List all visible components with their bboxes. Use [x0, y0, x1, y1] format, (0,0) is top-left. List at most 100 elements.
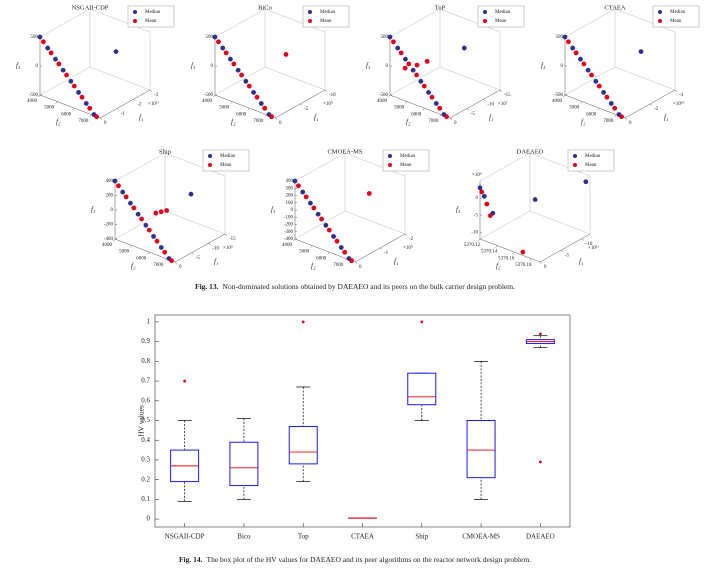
data-point	[426, 89, 431, 95]
y-tick-label: 0.4	[141, 436, 150, 444]
data-point	[601, 89, 606, 95]
x-tick-label: -2	[409, 237, 414, 242]
data-point	[223, 50, 229, 56]
plot-title: BiCo	[258, 4, 272, 11]
data-point	[53, 56, 58, 62]
x-tick-label: -5	[471, 112, 476, 117]
data-point	[283, 52, 289, 57]
data-point	[323, 222, 329, 228]
legend-label: Mean	[670, 19, 682, 24]
tick-mark	[499, 89, 503, 92]
y-tick-label: 4000	[282, 243, 293, 248]
z-tick-label: -10	[471, 230, 478, 235]
data-point	[349, 258, 354, 264]
x-tick-label: 0	[454, 121, 457, 126]
box-edge	[264, 66, 326, 91]
tick-mark	[299, 103, 303, 106]
caption-text: Non-dominated solutions obtained by DAEA…	[223, 282, 516, 291]
x-tick-label: -5	[304, 107, 309, 112]
tick-mark	[149, 89, 153, 92]
outlier	[420, 320, 424, 324]
data-point	[87, 105, 93, 111]
data-point	[387, 34, 393, 40]
data-point	[243, 78, 249, 84]
data-point	[258, 101, 264, 106]
tick-mark	[208, 243, 211, 246]
box-edge	[449, 89, 501, 119]
data-point	[254, 94, 260, 100]
tick-mark	[293, 238, 296, 242]
x-tick-label: 0	[359, 265, 362, 270]
box-edge	[294, 210, 346, 240]
axis-label: f₁	[664, 114, 668, 122]
axis-label: f₁	[139, 114, 143, 122]
data-point	[461, 45, 467, 51]
z-tick-label: -400	[284, 237, 294, 242]
tick-mark	[560, 250, 563, 253]
tick-mark	[55, 101, 58, 104]
outlier	[538, 332, 542, 336]
data-point	[45, 45, 51, 51]
data-point	[342, 249, 348, 255]
tick-mark	[388, 94, 391, 98]
data-point	[158, 245, 164, 250]
data-point	[71, 83, 77, 89]
x-tick-label: Top	[298, 533, 309, 541]
data-point	[41, 39, 46, 45]
z-tick-label: 0	[386, 64, 389, 69]
z-tick-label: 0	[476, 196, 479, 201]
box-edge	[89, 66, 151, 91]
data-point	[391, 39, 396, 45]
y-tick-label: 0.3	[141, 456, 150, 464]
data-point	[395, 45, 401, 51]
axis-label: f₃	[456, 206, 461, 214]
z-tick-label: 400	[286, 179, 294, 184]
box-edge	[479, 152, 531, 182]
data-point	[56, 61, 62, 67]
data-point	[251, 89, 256, 95]
tick-mark	[624, 117, 628, 120]
axis-exponent: ×10¹⁰	[673, 101, 684, 107]
data-point	[484, 201, 490, 207]
axis-label: f₃	[191, 62, 196, 70]
data-point	[246, 83, 252, 89]
data-point	[421, 83, 427, 89]
tick-mark	[327, 251, 330, 255]
legend	[202, 149, 250, 172]
box-edge	[389, 8, 441, 38]
data-point	[570, 45, 576, 51]
z-tick-label: 0	[291, 208, 294, 213]
x-tick-label: NSGAII-CDP	[165, 533, 205, 541]
y-tick-label: 5370.14	[481, 250, 498, 255]
box	[407, 372, 437, 406]
axis-label: f₁	[214, 258, 218, 266]
axis-label: f₃	[366, 62, 371, 70]
data-point	[604, 94, 610, 100]
data-point	[410, 67, 416, 73]
y-tick-label: 5370.18	[515, 263, 532, 268]
legend-marker	[133, 10, 137, 14]
caption-text: The box plot of the HV values for DAEAEO…	[206, 555, 531, 564]
legend-label: Median	[220, 154, 236, 159]
caption-label: Fig. 13.	[195, 282, 219, 291]
legend-marker	[133, 19, 137, 23]
legend-label: Median	[670, 10, 686, 15]
data-point	[113, 49, 119, 54]
y-tick-label: 7000	[333, 263, 344, 268]
tick-mark	[512, 251, 515, 255]
data-point	[402, 65, 408, 71]
data-point	[398, 50, 404, 56]
data-point	[139, 216, 144, 222]
y-axis-label: HV values	[137, 405, 146, 437]
tick-mark	[674, 89, 678, 92]
data-point	[131, 205, 137, 211]
x-tick-label: 0	[279, 121, 282, 126]
data-point	[444, 114, 449, 120]
data-point	[48, 50, 54, 56]
data-point	[487, 213, 493, 219]
axis-exponent: ×10¹¹	[148, 101, 159, 107]
box	[229, 441, 259, 487]
box-edge	[529, 152, 591, 177]
y-tick-label: 5000	[299, 250, 310, 255]
